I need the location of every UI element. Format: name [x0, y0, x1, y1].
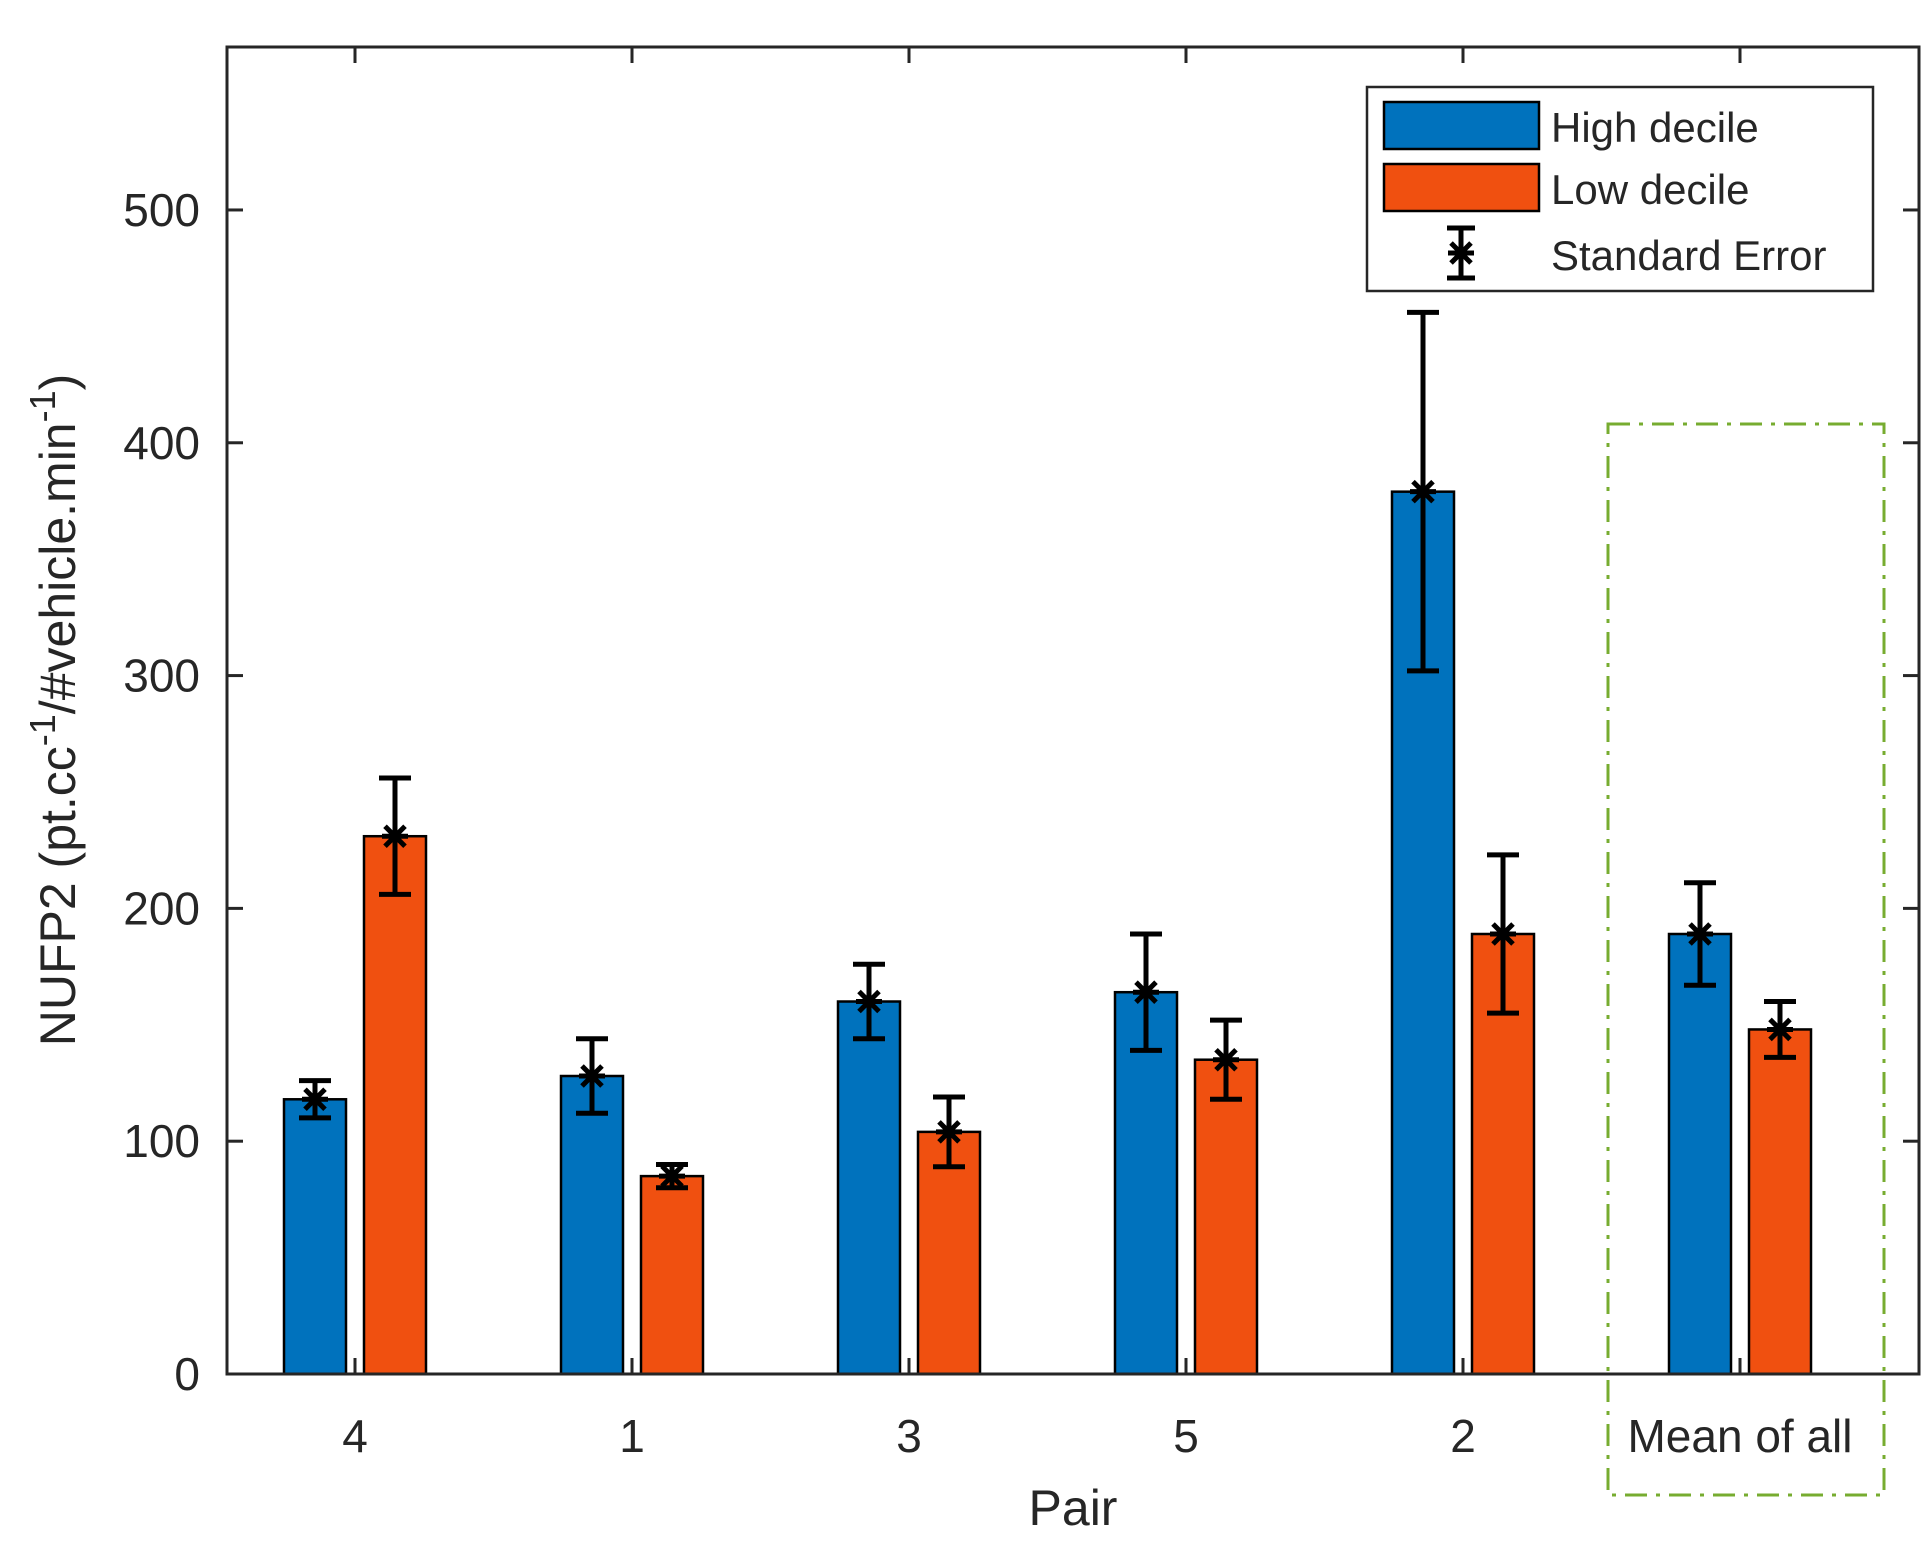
error-bar-marker	[1490, 920, 1516, 947]
error-bar-marker	[1133, 979, 1159, 1006]
bar-high-decile-2	[836, 1000, 902, 1376]
error-bar-marker	[1687, 920, 1713, 947]
error-bar-high-decile-5	[1684, 880, 1716, 988]
bar-low-decile-3	[1193, 1058, 1259, 1376]
y-axis-title: NUFP2 (pt.cc-1/#vehicle.min-1)	[22, 374, 86, 1047]
error-bar-marker	[382, 823, 408, 850]
error-bar-low-decile-1	[656, 1161, 688, 1191]
legend-label-high-decile: High decile	[1551, 104, 1759, 151]
x-tick-label-3: 5	[1173, 1410, 1199, 1462]
legend-errorbar-symbol	[1447, 225, 1475, 281]
bar-low-decile-1	[639, 1174, 705, 1376]
error-bar-high-decile-0	[299, 1078, 331, 1121]
y-axis-title-sup2: -1	[22, 390, 63, 422]
y-axis-title-main: NUFP2 (pt.cc	[30, 746, 86, 1046]
error-bar-marker	[302, 1086, 328, 1113]
x-tick-label-2: 3	[896, 1410, 922, 1462]
x-axis-title: Pair	[1029, 1480, 1118, 1536]
error-bar-low-decile-0	[379, 775, 411, 897]
ticks-layer	[227, 47, 1919, 1376]
error-bar-high-decile-4	[1407, 309, 1439, 674]
error-bar-low-decile-5	[1764, 999, 1796, 1060]
x-tick-label-1: 1	[619, 1410, 645, 1462]
legend-swatch-high-decile	[1382, 100, 1541, 151]
error-bar-high-decile-2	[853, 961, 885, 1042]
y-tick-label-3: 300	[123, 650, 200, 702]
bar-high-decile-1	[559, 1074, 625, 1376]
y-tick-label-1: 100	[123, 1115, 200, 1167]
y-tick-label-2: 200	[123, 882, 200, 934]
error-bar-marker	[856, 988, 882, 1015]
error-bar-marker	[579, 1063, 605, 1090]
error-bar-high-decile-3	[1130, 931, 1162, 1053]
y-tick-label-4: 400	[123, 417, 200, 469]
error-bars-layer	[299, 309, 1796, 1191]
y-tick-label-0: 0	[174, 1348, 200, 1400]
bar-high-decile-3	[1113, 990, 1179, 1376]
y-tick-labels: 0 100 200 300 400 500	[123, 184, 200, 1400]
error-bar-low-decile-2	[933, 1094, 965, 1170]
error-bar-marker	[1213, 1046, 1239, 1073]
error-bar-low-decile-4	[1487, 852, 1519, 1016]
x-tick-label-4: 2	[1450, 1410, 1476, 1462]
legend-label-low-decile: Low decile	[1551, 166, 1749, 213]
bar-high-decile-5	[1667, 932, 1733, 1376]
error-bar-marker	[659, 1163, 685, 1190]
bar-low-decile-5	[1747, 1028, 1813, 1376]
mean-highlight-box	[1606, 422, 1886, 1497]
legend-label-standard-error: Standard Error	[1551, 232, 1826, 279]
legend: High decile Low decile Standard Error	[1365, 85, 1875, 293]
y-axis-title-end: )	[30, 374, 86, 391]
bar-high-decile-0	[282, 1098, 348, 1376]
error-bar-marker	[936, 1118, 962, 1145]
bar-low-decile-0	[362, 834, 428, 1376]
x-tick-label-5: Mean of all	[1627, 1410, 1852, 1462]
y-axis-title-mid: /#vehicle.min	[30, 422, 86, 714]
plot-frame	[225, 45, 1921, 1376]
error-bar-marker	[1767, 1016, 1793, 1043]
error-bar-low-decile-3	[1210, 1017, 1242, 1102]
y-axis-title-sup1: -1	[22, 714, 63, 746]
y-tick-label-5: 500	[123, 184, 200, 236]
error-bar-high-decile-1	[576, 1036, 608, 1116]
error-bar-marker	[1410, 478, 1436, 505]
x-tick-labels: 4 1 3 5 2 Mean of all	[342, 1410, 1852, 1462]
x-tick-label-0: 4	[342, 1410, 368, 1462]
legend-swatch-low-decile	[1382, 162, 1541, 213]
